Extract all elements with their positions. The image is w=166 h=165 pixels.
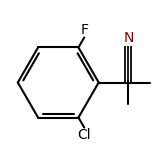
Text: F: F	[80, 23, 88, 37]
Text: N: N	[123, 31, 134, 45]
Text: Cl: Cl	[77, 128, 91, 142]
